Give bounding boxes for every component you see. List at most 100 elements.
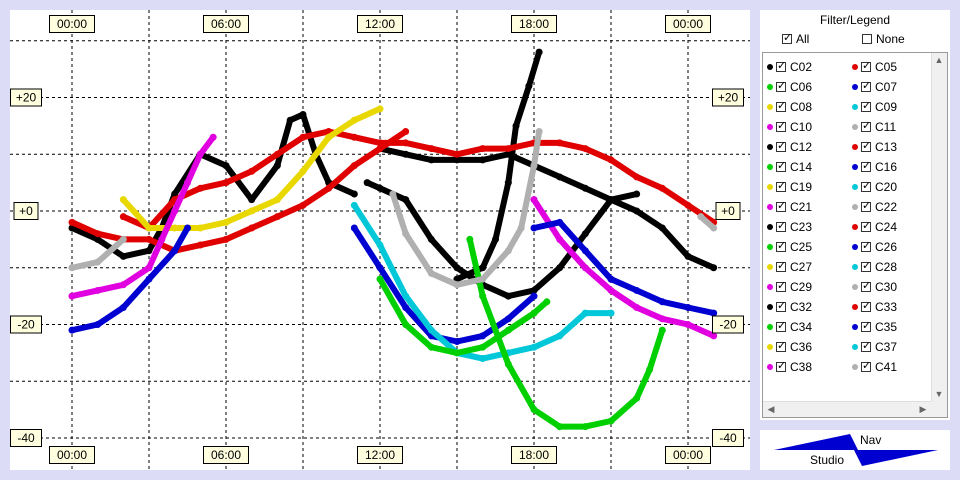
legend-checkbox[interactable]: [776, 199, 786, 212]
select-all-toggle[interactable]: All: [782, 31, 809, 46]
legend-checkbox[interactable]: [861, 319, 871, 332]
legend-checkbox[interactable]: [776, 239, 786, 252]
legend-item-C28[interactable]: C28: [852, 257, 897, 277]
legend-item-C41[interactable]: C41: [852, 357, 897, 377]
data-point-C06: [530, 309, 538, 317]
legend-checkbox[interactable]: [776, 319, 786, 332]
legend-item-C38[interactable]: C38: [767, 357, 812, 377]
legend-item-C19[interactable]: C19: [767, 177, 812, 197]
legend-checkbox[interactable]: [861, 99, 871, 112]
legend-item-C13[interactable]: C13: [852, 137, 897, 157]
legend-checkbox[interactable]: [861, 339, 871, 352]
legend-item-C20[interactable]: C20: [852, 177, 897, 197]
legend-item-C37[interactable]: C37: [852, 337, 897, 357]
nav-arrow-shape[interactable]: [774, 434, 938, 466]
legend-item-C11[interactable]: C11: [852, 117, 896, 137]
legend-item-C10[interactable]: C10: [767, 117, 812, 137]
legend-item-C26[interactable]: C26: [852, 237, 897, 257]
legend-checkbox[interactable]: [861, 359, 871, 372]
legend-checkbox[interactable]: [776, 279, 786, 292]
legend-checkbox[interactable]: [776, 119, 786, 132]
legend-item-C05[interactable]: C05: [852, 57, 897, 77]
legend-item-C09[interactable]: C09: [852, 97, 897, 117]
legend-item-C14[interactable]: C14: [767, 157, 812, 177]
legend-checkbox[interactable]: [861, 219, 871, 232]
scroll-up-icon[interactable]: ▲: [934, 55, 944, 65]
y-tick-label-left-box: [13, 202, 39, 220]
legend-item-C06[interactable]: C06: [767, 77, 812, 97]
legend-color-dot: [852, 284, 858, 290]
legend-item-C24[interactable]: C24: [852, 217, 897, 237]
legend-checkbox[interactable]: [776, 79, 786, 92]
data-point-C11: [94, 258, 102, 266]
legend-item-C33[interactable]: C33: [852, 297, 897, 317]
legend-checkbox[interactable]: [776, 139, 786, 152]
scroll-left-icon[interactable]: ◀: [767, 404, 775, 414]
legend-item-C22[interactable]: C22: [852, 197, 897, 217]
legend-label: C28: [875, 260, 898, 274]
legend-list[interactable]: C02 C05 C06 C07 C08 C09 C10 C11 C12 C13 C14 C16 C19 C…: [762, 52, 948, 418]
legend-checkbox[interactable]: [776, 359, 786, 372]
legend-label: C13: [875, 140, 898, 154]
legend-checkbox[interactable]: [861, 59, 871, 72]
nav-arrow-icon[interactable]: [760, 430, 950, 470]
select-none-toggle[interactable]: None: [862, 32, 905, 46]
legend-color-dot: [767, 144, 773, 150]
data-point-C06: [402, 321, 410, 328]
legend-item-C21[interactable]: C21: [767, 197, 812, 217]
legend-checkbox[interactable]: [861, 119, 871, 132]
legend-item-C08[interactable]: C08: [767, 97, 812, 117]
legend-label: C36: [790, 340, 813, 354]
legend-item-C27[interactable]: C27: [767, 257, 812, 277]
legend-checkbox[interactable]: [861, 79, 871, 92]
legend-item-C32[interactable]: C32: [767, 297, 812, 317]
data-point-C13: [479, 145, 487, 153]
legend-item-C12[interactable]: C12: [767, 137, 812, 157]
legend-checkbox[interactable]: [861, 279, 871, 292]
legend-checkbox[interactable]: [776, 99, 786, 112]
scroll-down-icon[interactable]: ▼: [934, 389, 944, 399]
legend-checkbox[interactable]: [861, 239, 871, 252]
legend-item-C35[interactable]: C35: [852, 317, 897, 337]
legend-checkbox[interactable]: [776, 59, 786, 72]
y-tick-label-left-box: [10, 88, 42, 107]
legend-checkbox[interactable]: [776, 219, 786, 232]
legend-checkbox[interactable]: [861, 199, 871, 212]
scroll-right-icon[interactable]: ▶: [919, 404, 927, 414]
legend-checkbox[interactable]: [776, 259, 786, 272]
legend-checkbox[interactable]: [861, 159, 871, 172]
x-tick-label-top-box: [511, 15, 557, 33]
legend-checkbox[interactable]: [776, 299, 786, 312]
legend-checkbox[interactable]: [776, 159, 786, 172]
legend-item-C07[interactable]: C07: [852, 77, 897, 97]
legend-item-C16[interactable]: C16: [852, 157, 897, 177]
data-point-C13: [350, 133, 358, 141]
legend-checkbox[interactable]: [776, 339, 786, 352]
legend-label: C35: [875, 320, 898, 334]
legend-item-C29[interactable]: C29: [767, 277, 812, 297]
legend-item-C30[interactable]: C30: [852, 277, 897, 297]
chart-plot-area[interactable]: 00:00 00:00 06:00 06:00 12:00 12:00 18:00 18:00…: [10, 10, 750, 470]
data-point-C16: [402, 303, 410, 311]
legend-checkbox[interactable]: [776, 179, 786, 192]
legend-checkbox[interactable]: [861, 179, 871, 192]
data-point-C26: [530, 224, 538, 232]
all-checkbox[interactable]: [782, 31, 792, 44]
legend-vertical-scrollbar[interactable]: ▲ ▼: [931, 53, 947, 401]
x-tick-label-bottom: 00:00: [57, 448, 87, 462]
nav-studio-widget[interactable]: Nav Studio: [760, 430, 950, 470]
legend-checkbox[interactable]: [861, 299, 871, 312]
legend-checkbox[interactable]: [861, 259, 871, 272]
none-checkbox[interactable]: [862, 34, 872, 44]
legend-item-C25[interactable]: C25: [767, 237, 812, 257]
legend-item-C02[interactable]: C02: [767, 57, 812, 77]
series-line-C07: [69, 225, 191, 334]
data-point-C07: [145, 275, 153, 283]
legend-item-C34[interactable]: C34: [767, 317, 812, 337]
legend-color-dot: [852, 304, 858, 310]
series-line-C26: [531, 219, 717, 317]
legend-item-C36[interactable]: C36: [767, 337, 812, 357]
legend-checkbox[interactable]: [861, 139, 871, 152]
legend-item-C23[interactable]: C23: [767, 217, 812, 237]
legend-horizontal-scrollbar[interactable]: ◀ ▶: [763, 401, 931, 417]
